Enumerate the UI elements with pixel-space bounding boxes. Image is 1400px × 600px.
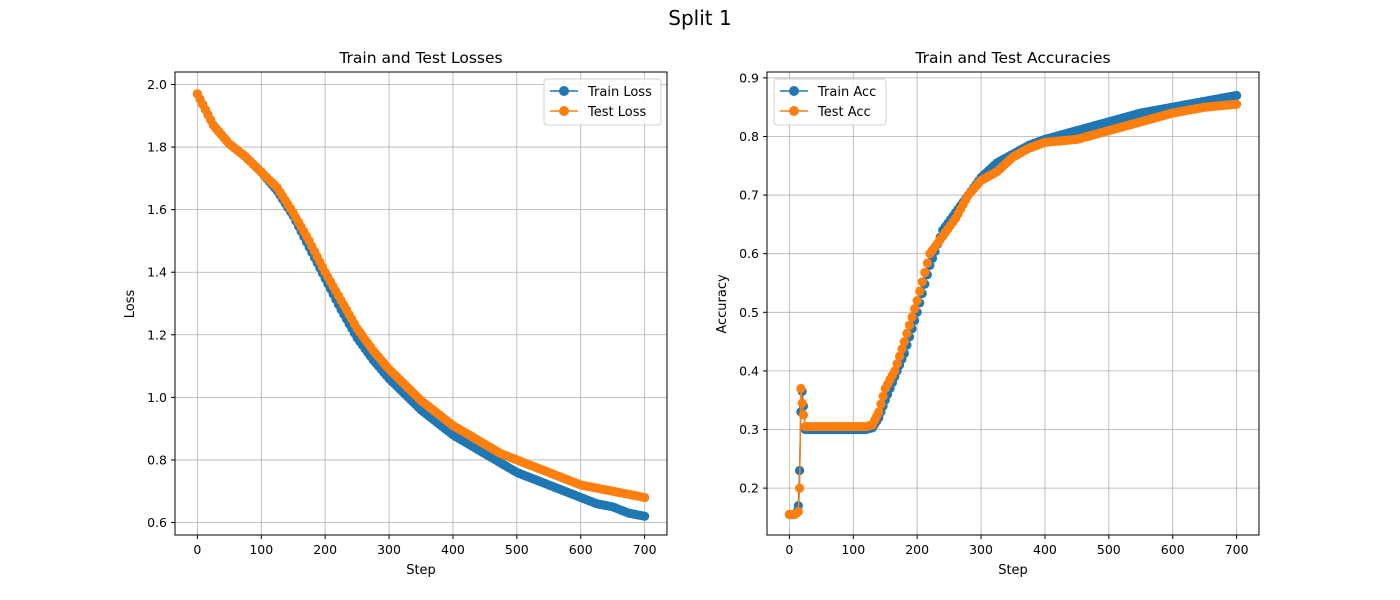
- accuracy-x-tick-label: 500: [1097, 542, 1121, 557]
- accuracy-series-test-point: [794, 483, 805, 493]
- accuracy-series-test-point: [904, 320, 915, 330]
- loss-axes: 0 100 200 300 400 500 600 700 0.6 0.8 1.0 1.2 1.4 1.6…: [147, 71, 668, 557]
- loss-data: [192, 89, 650, 521]
- loss-legend-test-marker: [559, 106, 569, 116]
- accuracy-x-tick-label: 0: [785, 542, 793, 557]
- accuracy-series-test-point: [798, 410, 809, 420]
- accuracy-x-tick-label: 700: [1225, 542, 1249, 557]
- loss-x-tick-label: 700: [633, 542, 657, 557]
- accuracy-y-tick-label: 0.5: [739, 305, 759, 320]
- loss-y-tick-label: 0.6: [147, 515, 167, 530]
- accuracy-y-tick-label: 0.3: [739, 422, 759, 437]
- loss-x-tick-label: 100: [249, 542, 273, 557]
- loss-plot-frame: [174, 71, 668, 536]
- accuracy-legend-train-label: Train Acc: [817, 85, 876, 100]
- accuracy-axes: 0 100 200 300 400 500 600 700 0.2 0.3 0.4 0.5 0.6 0.7…: [739, 70, 1260, 557]
- loss-y-tick-label: 1.0: [147, 390, 167, 405]
- accuracy-legend: Train Acc Test Acc: [773, 78, 887, 126]
- accuracy-series-test-point: [894, 351, 905, 361]
- loss-legend-train-label: Train Loss: [587, 85, 652, 100]
- loss-x-axis-label: Step: [406, 563, 436, 578]
- accuracy-series-test: [784, 99, 1242, 520]
- accuracy-y-axis-label: Accuracy: [715, 274, 730, 334]
- loss-legend: Train Loss Test Loss: [543, 78, 662, 126]
- accuracy-series-test-point: [915, 286, 925, 296]
- accuracy-x-tick-label: 600: [1161, 542, 1185, 557]
- loss-x-tick-label: 300: [377, 542, 401, 557]
- accuracy-data: [784, 90, 1242, 520]
- accuracy-y-tick-label: 0.8: [739, 129, 759, 144]
- loss-series-train-line: [196, 93, 645, 517]
- loss-y-tick-label: 1.2: [147, 327, 167, 342]
- accuracy-series-test-point: [793, 506, 803, 517]
- loss-y-tick-label: 1.6: [147, 202, 167, 217]
- loss-legend-train-marker: [559, 86, 569, 96]
- loss-x-tick-label: 0: [193, 542, 201, 557]
- loss-y-tick-label: 1.4: [147, 265, 167, 280]
- loss-series-test: [192, 89, 650, 503]
- loss-grid: [175, 72, 667, 535]
- accuracy-legend-test-label: Test Acc: [817, 105, 871, 120]
- loss-x-tick-label: 500: [505, 542, 529, 557]
- accuracy-series-test-point: [797, 398, 807, 408]
- loss-series-test-line: [196, 93, 645, 499]
- loss-chart: Train and Test Losses Step Loss 0 100 200 3…: [123, 49, 668, 578]
- accuracy-series-train-point: [1232, 90, 1242, 101]
- accuracy-x-tick-label: 100: [841, 542, 865, 557]
- accuracy-y-tick-label: 0.2: [739, 481, 759, 496]
- accuracy-y-tick-label: 0.4: [739, 363, 759, 378]
- loss-y-tick-label: 0.8: [147, 452, 167, 467]
- accuracy-plot-frame: [766, 71, 1260, 536]
- accuracy-series-test-point: [922, 258, 932, 268]
- accuracy-series-test-point: [1232, 99, 1242, 109]
- accuracy-series-test-point: [897, 344, 907, 354]
- accuracy-series-test-point: [910, 304, 920, 314]
- accuracy-x-axis-label: Step: [998, 563, 1028, 578]
- accuracy-series-test-point: [892, 358, 902, 369]
- loss-series-train-point: [640, 511, 650, 521]
- accuracy-x-tick-label: 400: [1033, 542, 1057, 557]
- accuracy-y-tick-label: 0.6: [739, 246, 759, 261]
- accuracy-legend-test-marker: [789, 106, 799, 116]
- accuracy-x-tick-label: 300: [969, 542, 993, 557]
- accuracy-chart-title: Train and Test Accuracies: [914, 49, 1110, 67]
- loss-x-tick-label: 200: [313, 542, 337, 557]
- accuracy-series-test-point: [912, 295, 922, 306]
- accuracy-series-test-point: [878, 391, 888, 401]
- accuracy-series-test-point: [917, 277, 927, 287]
- accuracy-chart: Train and Test Accuracies Step Accuracy …: [715, 49, 1260, 578]
- accuracy-series-test-point: [899, 336, 909, 347]
- accuracy-series-test-line: [789, 103, 1237, 516]
- accuracy-series-test-point: [876, 399, 886, 409]
- accuracy-y-tick-label: 0.9: [739, 70, 759, 85]
- figure-title: Split 1: [668, 6, 732, 30]
- accuracy-series-test-point: [902, 328, 912, 338]
- accuracy-x-tick-label: 200: [905, 542, 929, 557]
- loss-x-tick-label: 600: [569, 542, 593, 557]
- accuracy-series-test-point: [890, 366, 900, 376]
- accuracy-series-test-point: [907, 312, 917, 322]
- accuracy-series-test-point: [874, 407, 884, 417]
- loss-series-test-point: [640, 492, 650, 503]
- accuracy-grid: [767, 72, 1259, 535]
- accuracy-legend-train-marker: [789, 86, 799, 96]
- loss-chart-title: Train and Test Losses: [338, 49, 502, 67]
- accuracy-series-test-point: [920, 267, 930, 278]
- accuracy-y-tick-label: 0.7: [739, 188, 759, 203]
- accuracy-series-test-point: [796, 383, 806, 394]
- loss-y-tick-label: 2.0: [147, 77, 167, 92]
- loss-y-tick-label: 1.8: [147, 140, 167, 155]
- loss-y-axis-label: Loss: [123, 290, 138, 319]
- loss-x-tick-label: 400: [441, 542, 465, 557]
- loss-legend-test-label: Test Loss: [587, 105, 646, 120]
